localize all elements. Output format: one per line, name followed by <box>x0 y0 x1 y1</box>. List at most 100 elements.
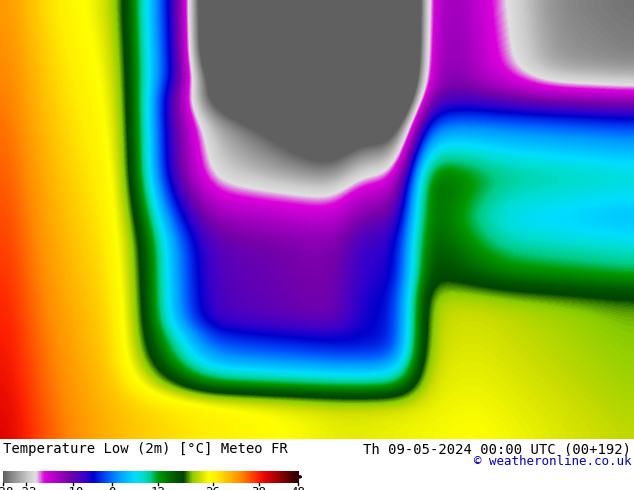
Bar <box>214 471 216 483</box>
Bar <box>224 471 226 483</box>
Bar <box>25 471 26 483</box>
Bar <box>209 471 210 483</box>
Bar <box>203 471 204 483</box>
Bar <box>8 471 10 483</box>
Bar <box>276 471 278 483</box>
Bar <box>107 471 108 483</box>
Bar <box>74 471 75 483</box>
Bar <box>34 471 35 483</box>
Bar <box>262 471 264 483</box>
Bar <box>64 471 65 483</box>
Bar <box>52 471 54 483</box>
Bar <box>49 471 51 483</box>
Bar <box>176 471 178 483</box>
Bar <box>182 471 183 483</box>
Bar <box>221 471 222 483</box>
Bar <box>141 471 142 483</box>
Bar <box>150 471 151 483</box>
Bar <box>294 471 295 483</box>
Bar <box>130 471 131 483</box>
Text: Temperature Low (2m) [°C] Meteo FR: Temperature Low (2m) [°C] Meteo FR <box>3 442 288 456</box>
Bar <box>234 471 236 483</box>
Bar <box>146 471 147 483</box>
Bar <box>241 471 242 483</box>
Bar <box>275 471 277 483</box>
Bar <box>157 471 158 483</box>
Bar <box>259 471 260 483</box>
Bar <box>108 471 110 483</box>
Bar <box>27 471 28 483</box>
Bar <box>43 471 45 483</box>
Bar <box>235 471 236 483</box>
Bar <box>194 471 195 483</box>
Bar <box>159 471 161 483</box>
Bar <box>152 471 154 483</box>
Bar <box>69 471 70 483</box>
Bar <box>180 471 181 483</box>
Text: 0: 0 <box>108 486 115 490</box>
Bar <box>14 471 15 483</box>
Bar <box>76 471 77 483</box>
Bar <box>228 471 230 483</box>
Bar <box>32 471 33 483</box>
Bar <box>286 471 288 483</box>
Bar <box>281 471 283 483</box>
Bar <box>256 471 257 483</box>
Bar <box>261 471 262 483</box>
Bar <box>192 471 193 483</box>
Bar <box>238 471 240 483</box>
Bar <box>246 471 247 483</box>
Bar <box>296 471 297 483</box>
Bar <box>181 471 183 483</box>
Bar <box>81 471 82 483</box>
Bar <box>186 471 188 483</box>
Bar <box>79 471 80 483</box>
Bar <box>148 471 150 483</box>
Bar <box>137 471 138 483</box>
Bar <box>165 471 167 483</box>
Bar <box>245 471 247 483</box>
Bar <box>62 471 63 483</box>
Bar <box>46 471 48 483</box>
Bar <box>63 471 65 483</box>
Bar <box>219 471 221 483</box>
Bar <box>37 471 39 483</box>
Bar <box>253 471 254 483</box>
Bar <box>250 471 251 483</box>
Bar <box>51 471 53 483</box>
Bar <box>58 471 60 483</box>
Bar <box>100 471 101 483</box>
Bar <box>98 471 100 483</box>
Bar <box>183 471 184 483</box>
Bar <box>4 471 6 483</box>
Bar <box>50 471 52 483</box>
Bar <box>202 471 203 483</box>
Bar <box>36 471 38 483</box>
Bar <box>68 471 69 483</box>
Bar <box>39 471 41 483</box>
Bar <box>297 471 299 483</box>
Bar <box>23 471 24 483</box>
Bar <box>157 471 159 483</box>
Bar <box>124 471 126 483</box>
Bar <box>128 471 129 483</box>
Bar <box>144 471 145 483</box>
Bar <box>198 471 200 483</box>
Bar <box>266 471 267 483</box>
Bar <box>60 471 61 483</box>
Bar <box>71 471 72 483</box>
Bar <box>249 471 250 483</box>
Bar <box>98 471 99 483</box>
Bar <box>174 471 176 483</box>
Bar <box>94 471 96 483</box>
Bar <box>117 471 119 483</box>
Bar <box>118 471 120 483</box>
Bar <box>146 471 148 483</box>
Bar <box>121 471 122 483</box>
Bar <box>187 471 188 483</box>
Bar <box>102 471 104 483</box>
Bar <box>110 471 112 483</box>
Bar <box>28 471 29 483</box>
Bar <box>45 471 47 483</box>
Bar <box>145 471 146 483</box>
